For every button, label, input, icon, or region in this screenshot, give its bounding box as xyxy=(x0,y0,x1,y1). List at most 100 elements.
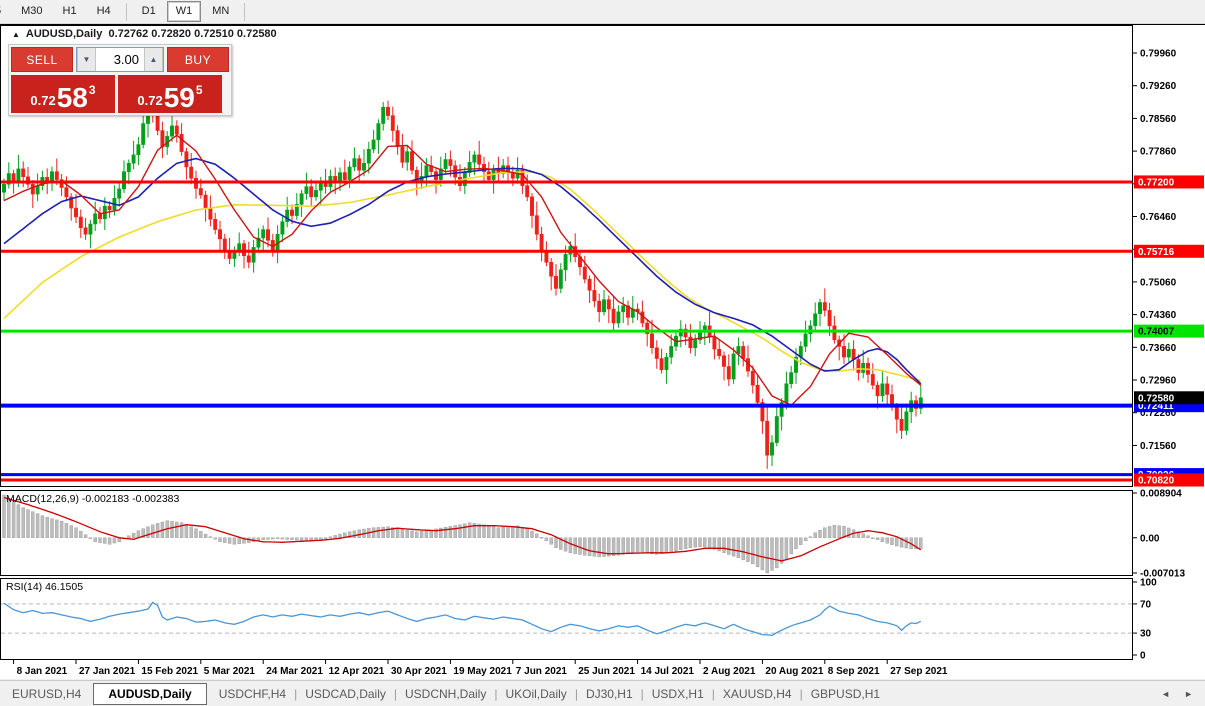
toolbar-separator xyxy=(244,2,246,21)
date-tick-label: 5 Mar 2021 xyxy=(204,666,256,677)
price-grid-label: 0.73660 xyxy=(1140,343,1177,354)
volume-decrease-icon[interactable]: ▼ xyxy=(77,48,96,71)
buy-price-sup: 5 xyxy=(195,83,203,97)
sell-button[interactable]: SELL xyxy=(11,47,73,72)
macd-pane: 0.008904 0.00 -0.007013 MACD(12,26,9) -0.00… xyxy=(0,489,1185,580)
one-click-trading-panel: SELL ▼ 3.00 ▲ BUY 0.72 58 3 0.72 59 5 xyxy=(8,44,232,116)
date-axis[interactable]: 8 Jan 2021 27 Jan 2021 15 Feb 2021 5 Mar 20… xyxy=(13,660,948,677)
rsi-axis-label: 30 xyxy=(1140,629,1152,640)
date-tick-label: 20 Aug 2021 xyxy=(765,666,823,677)
chart-symbol: AUDUSD,Daily xyxy=(25,28,103,40)
level-price-label: 0.70820 xyxy=(1138,476,1175,487)
macd-axis-label: 0.008904 xyxy=(1140,489,1182,500)
buy-price-big: 59 xyxy=(163,82,195,113)
price-grid-label: 0.79960 xyxy=(1140,49,1177,60)
rsi-axis-label: 100 xyxy=(1140,578,1157,589)
tf-h1[interactable]: H1 xyxy=(62,5,77,17)
tf-d1[interactable]: D1 xyxy=(141,5,156,17)
rsi-line xyxy=(3,601,922,636)
sell-price-sup: 3 xyxy=(88,83,96,97)
price-grid-label: 0.76460 xyxy=(1140,212,1177,223)
tab-separator: | xyxy=(393,687,397,701)
level-price-label: 0.72411 xyxy=(1138,401,1174,412)
volume-stepper: ▼ 3.00 ▲ xyxy=(76,47,164,72)
tf-w1[interactable]: W1 xyxy=(166,1,202,22)
tab-usdx-h1[interactable]: USDX,H1 xyxy=(651,687,704,701)
date-tick-label: 7 Jun 2021 xyxy=(516,666,568,677)
tab-scroll-right-icon[interactable]: ► xyxy=(1184,689,1193,699)
ma-fast-line xyxy=(3,134,922,407)
date-tick-label: 2 Aug 2021 xyxy=(703,666,756,677)
price-grid-label: 0.74360 xyxy=(1140,310,1177,321)
sell-price-big: 58 xyxy=(56,82,88,113)
chart-ohlc: 0.72762 0.72820 0.72510 0.72580 xyxy=(108,28,277,40)
tf-m30[interactable]: M30 xyxy=(21,5,43,17)
price-grid-label: 0.77860 xyxy=(1140,147,1177,158)
toolbar-separator xyxy=(125,2,127,21)
rsi-pane: 100 70 30 0 RSI(14) 46.1505 xyxy=(0,578,1157,662)
tab-separator: | xyxy=(799,687,803,701)
main-price-pane[interactable] xyxy=(0,24,1205,487)
level-price-label: 0.75716 xyxy=(1138,247,1175,258)
date-tick-label: 8 Sep 2021 xyxy=(828,666,880,677)
date-tick-label: 14 Jul 2021 xyxy=(641,666,695,677)
price-axis[interactable]: 0.799600.792600.785600.778600.771600.764… xyxy=(1133,49,1204,487)
date-tick-label: 15 Feb 2021 xyxy=(141,666,198,677)
date-tick-label: 27 Jan 2021 xyxy=(79,666,136,677)
date-tick-label: 8 Jan 2021 xyxy=(17,666,68,677)
tab-xauusd-h4[interactable]: XAUUSD,H4 xyxy=(722,687,792,701)
tab-audusd-daily[interactable]: AUDUSD,Daily xyxy=(93,683,207,705)
chart-tab-bar: EURUSD,H4 AUDUSD,Daily USDCHF,H4 | USDCAD,Da… xyxy=(0,680,1205,706)
tab-eurusd-h4[interactable]: EURUSD,H4 xyxy=(12,687,82,701)
tab-ukoil-daily[interactable]: UKOil,Daily xyxy=(505,687,567,701)
sell-price-prefix: 0.72 xyxy=(30,93,56,108)
ma-mid-line xyxy=(3,157,922,385)
tab-separator: | xyxy=(711,687,715,701)
price-grid-label: 0.72260 xyxy=(1140,408,1177,419)
tab-usdcnh-daily[interactable]: USDCNH,Daily xyxy=(405,687,487,701)
tab-gbpusd-h1[interactable]: GBPUSD,H1 xyxy=(810,687,881,701)
price-grid-label: 0.72960 xyxy=(1140,376,1177,387)
tab-separator: | xyxy=(640,687,644,701)
date-tick-label: 12 Apr 2021 xyxy=(329,666,385,677)
date-tick-label: 30 Apr 2021 xyxy=(391,666,447,677)
tf-h4[interactable]: H4 xyxy=(96,5,111,17)
tab-separator: | xyxy=(494,687,498,701)
macd-indicator-label: MACD(12,26,9) -0.002183 -0.002383 xyxy=(6,493,180,505)
buy-button[interactable]: BUY xyxy=(167,47,229,72)
price-grid-label: 0.71560 xyxy=(1140,441,1177,452)
rsi-axis-label: 70 xyxy=(1140,599,1152,610)
tab-usdcad-daily[interactable]: USDCAD,Daily xyxy=(305,687,386,701)
date-tick-label: 24 Mar 2021 xyxy=(266,666,323,677)
macd-axis-label: 0.00 xyxy=(1140,533,1160,544)
tf-mn[interactable]: MN xyxy=(212,5,230,17)
collapse-arrow-icon[interactable]: ▲ xyxy=(12,30,20,39)
price-grid-label: 0.75060 xyxy=(1140,277,1177,288)
chart-title: ▲ AUDUSD,Daily 0.72762 0.72820 0.72510 0.… xyxy=(12,28,277,40)
timeframe-toolbar: 5 M30 H1 H4 D1 W1 MN xyxy=(0,0,1205,24)
date-tick-label: 19 May 2021 xyxy=(453,666,512,677)
tab-scroll-left-icon[interactable]: ◄ xyxy=(1161,689,1171,699)
tab-separator: | xyxy=(294,687,298,701)
sell-price-display[interactable]: 0.72 58 3 xyxy=(11,75,115,113)
current-price-label: 0.72580 xyxy=(1138,393,1175,404)
tab-separator: | xyxy=(574,687,578,701)
ma-slow-line xyxy=(3,170,921,382)
tab-usdchf-h4[interactable]: USDCHF,H4 xyxy=(218,687,287,701)
buy-price-display[interactable]: 0.72 59 5 xyxy=(118,75,222,113)
level-price-label: 0.77200 xyxy=(1138,177,1175,188)
buy-price-prefix: 0.72 xyxy=(137,93,163,108)
tab-dj30-h1[interactable]: DJ30,H1 xyxy=(585,687,633,701)
rsi-axis-label: 0 xyxy=(1140,651,1146,662)
price-grid-label: 0.79260 xyxy=(1140,81,1177,92)
date-tick-label: 25 Jun 2021 xyxy=(578,666,635,677)
volume-increase-icon[interactable]: ▲ xyxy=(144,48,163,71)
price-grid-label: 0.78560 xyxy=(1140,114,1177,125)
volume-input[interactable]: 3.00 xyxy=(113,52,139,67)
level-price-label: 0.74007 xyxy=(1138,327,1175,338)
tf-m15[interactable]: 5 xyxy=(0,1,10,22)
rsi-indicator-label: RSI(14) 46.1505 xyxy=(6,581,83,593)
date-tick-label: 27 Sep 2021 xyxy=(890,666,948,677)
